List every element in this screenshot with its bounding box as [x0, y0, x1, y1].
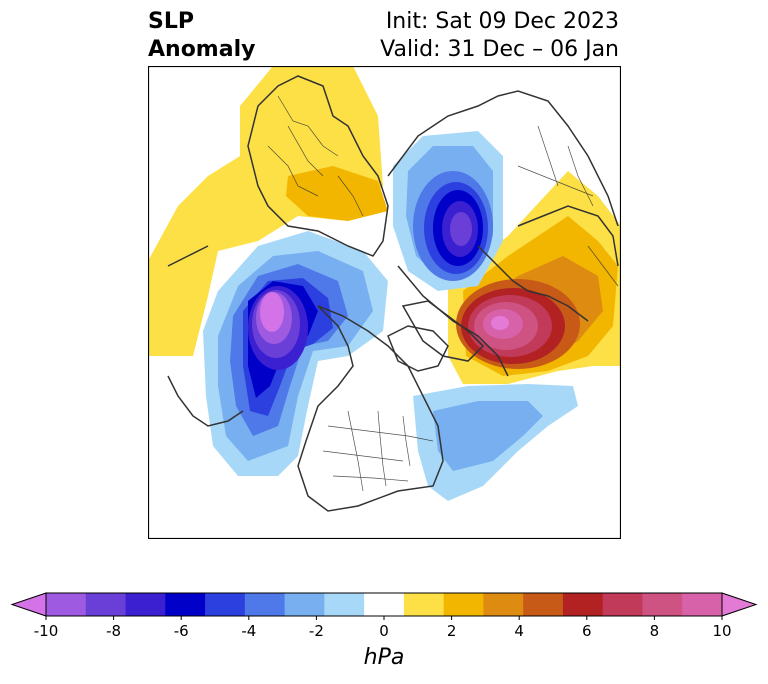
anomaly-map: [148, 66, 621, 539]
negative-anomaly-western-atlantic: [413, 384, 578, 501]
colorbar-tick-label: 4: [514, 622, 524, 640]
title-right: Init: Sat 09 Dec 2023 Valid: 31 Dec – 06…: [380, 8, 619, 64]
colorbar-segment: [244, 593, 286, 616]
colorbar-segment: [85, 593, 127, 616]
colorbar-segment: [562, 593, 604, 616]
colorbar-tick-label: 6: [582, 622, 592, 640]
political-borders: [267, 95, 619, 492]
colorbar-tick-label: -6: [174, 622, 189, 640]
colorbar-segment: [324, 593, 365, 616]
colorbar-segment: [46, 593, 87, 616]
colorbar-segment: [364, 593, 405, 616]
colorbar-tick-label: -8: [106, 622, 121, 640]
init-date: Init: Sat 09 Dec 2023: [385, 9, 619, 34]
colorbar-segment: [483, 593, 524, 616]
coastlines: [167, 75, 619, 512]
colorbar-tick-label: 2: [447, 622, 457, 640]
colorbar: -10 -8 -6 -4 -2 0 2 4 6 8 10: [10, 592, 758, 640]
colorbar-tick-label: -10: [34, 622, 59, 640]
colorbar-segment: [523, 593, 564, 616]
colorbar-segment: [403, 593, 445, 616]
colorbar-segment: [602, 593, 643, 616]
colorbar-segment: [642, 593, 683, 616]
colorbar-tick-label: 0: [379, 622, 389, 640]
colorbar-segment: [443, 593, 484, 616]
negative-anomaly-arctic: [393, 131, 503, 291]
colorbar-unit-label: hPa: [363, 645, 405, 670]
colorbar-extend-min: [10, 592, 47, 617]
colorbar-segment: [125, 593, 166, 616]
colorbar-tick-label: 8: [650, 622, 660, 640]
colorbar-extend-max: [721, 592, 758, 617]
colorbar-tick-label: -4: [241, 622, 256, 640]
title-left: SLP Anomaly: [148, 8, 255, 64]
colorbar-segment: [165, 593, 206, 616]
title-subtitle: Anomaly: [148, 37, 256, 62]
colorbar-segment: [205, 593, 246, 616]
colorbar-tick-label: -2: [309, 622, 324, 640]
title-variable: SLP: [148, 9, 194, 34]
valid-range: Valid: 31 Dec – 06 Jan: [380, 37, 619, 62]
colorbar-segment: [284, 593, 325, 616]
positive-anomaly-asia: [148, 66, 388, 356]
colorbar-segment: [682, 593, 723, 616]
colorbar-tick-label: 10: [712, 622, 731, 640]
